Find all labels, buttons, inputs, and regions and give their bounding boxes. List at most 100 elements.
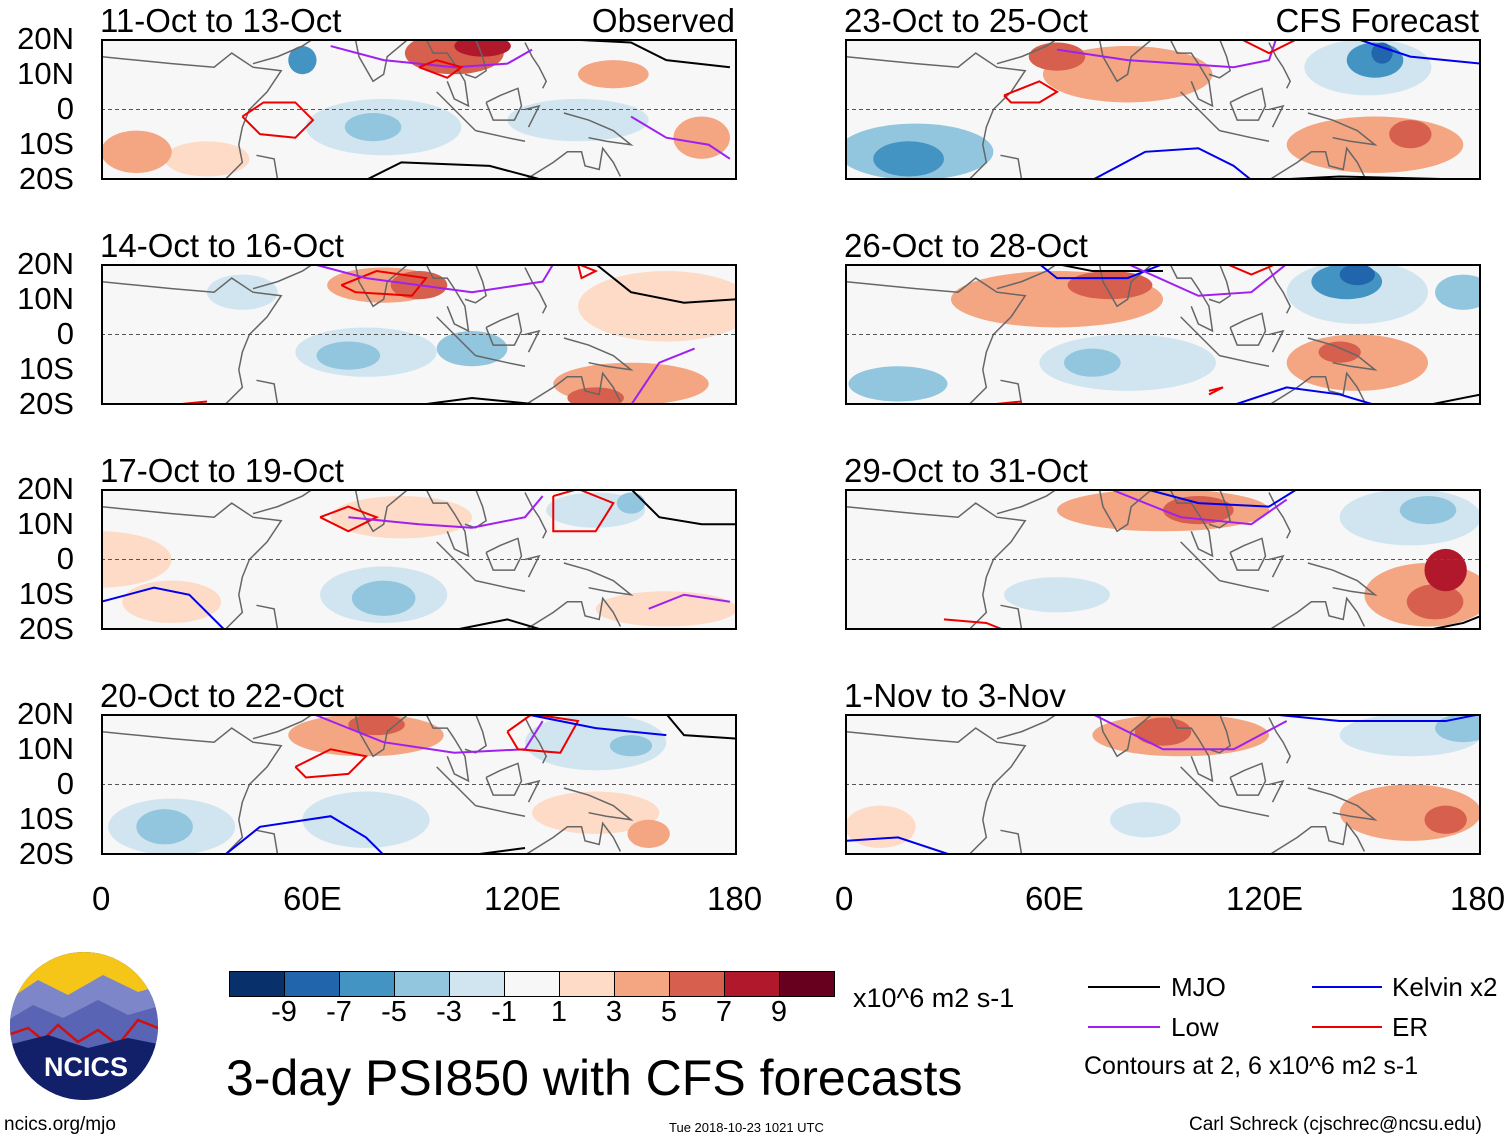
colorbar xyxy=(229,971,835,997)
lat-label: 20N xyxy=(17,471,74,506)
er-contour xyxy=(1208,386,1224,396)
low-contour xyxy=(348,495,544,529)
kelvin-contour xyxy=(1145,489,1298,508)
coastline xyxy=(1085,714,1153,758)
map-panel xyxy=(845,39,1481,180)
coastline xyxy=(464,489,487,529)
positive-anomaly xyxy=(1406,584,1464,620)
coastline xyxy=(524,492,548,539)
coastline xyxy=(1208,264,1231,304)
coastline xyxy=(1169,264,1214,333)
coastline xyxy=(252,39,314,65)
panel-title: 29-Oct to 31-Oct xyxy=(844,452,1088,489)
colorbar-tick-label: -9 xyxy=(271,996,297,1028)
low-contour xyxy=(312,264,555,294)
positive-anomaly xyxy=(627,819,670,848)
low-contour xyxy=(630,347,695,405)
lon-label-right-120e: 120E xyxy=(1226,880,1304,917)
legend-mjo-label: MJO xyxy=(1171,972,1226,1002)
positive-anomaly xyxy=(348,714,405,736)
colorbar-tick-label: 1 xyxy=(550,996,568,1028)
footer-timestamp: Tue 2018-10-23 1021 UTC xyxy=(669,1120,824,1135)
coastline xyxy=(485,87,523,121)
lat-label: 0 xyxy=(56,316,74,351)
low-contour xyxy=(648,593,731,610)
coastline xyxy=(1169,489,1214,558)
coastline xyxy=(341,714,409,758)
negative-anomaly xyxy=(302,791,430,848)
coastline xyxy=(436,766,477,807)
coastline xyxy=(845,52,1027,180)
coastline xyxy=(563,112,634,146)
coastline xyxy=(1219,129,1270,142)
panel-title: 26-Oct to 28-Oct xyxy=(844,227,1088,264)
colorbar-swatch xyxy=(339,972,394,996)
coastline xyxy=(524,267,548,314)
negative-anomaly xyxy=(207,39,278,57)
lat-label: 10S xyxy=(18,801,74,836)
negative-anomaly xyxy=(1110,802,1181,838)
mjo-contour xyxy=(365,161,543,180)
coastline xyxy=(845,502,1027,630)
colorbar-tick-label: -3 xyxy=(436,996,462,1028)
low-contour xyxy=(1056,39,1278,69)
coastline xyxy=(1000,604,1023,630)
colorbar-swatch xyxy=(724,972,779,996)
negative-anomaly xyxy=(1039,334,1216,391)
colorbar-tick-label: 5 xyxy=(660,996,678,1028)
positive-anomaly xyxy=(578,60,649,89)
positive-anomaly xyxy=(1134,717,1192,746)
lat-label: 10N xyxy=(17,281,74,316)
coastline xyxy=(996,489,1058,515)
negative-anomaly xyxy=(436,330,508,367)
colorbar-tick-label: -1 xyxy=(491,996,517,1028)
colorbar-swatch xyxy=(230,972,284,996)
negative-anomaly xyxy=(344,113,402,142)
lat-label: 10N xyxy=(17,506,74,541)
coastline xyxy=(1229,537,1267,571)
kelvin-contour xyxy=(1091,147,1252,180)
lon-label-left-0: 0 xyxy=(92,880,111,917)
map-panel xyxy=(101,714,737,855)
negative-anomaly xyxy=(316,341,381,370)
legend-low-label: Low xyxy=(1171,1012,1219,1042)
mjo-contour xyxy=(595,264,737,304)
mjo-contour xyxy=(1427,614,1481,630)
map-panel xyxy=(845,264,1481,405)
positive-anomaly xyxy=(1286,334,1428,391)
coastline xyxy=(256,829,279,855)
coastline xyxy=(1208,489,1231,529)
low-contour xyxy=(1127,264,1288,297)
legend-mjo-line xyxy=(1088,986,1160,988)
colorbar-swatch xyxy=(449,972,504,996)
negative-anomaly xyxy=(848,366,948,402)
positive-anomaly xyxy=(532,791,660,834)
coastline xyxy=(436,316,477,357)
colorbar-swatch xyxy=(779,972,834,996)
coastline xyxy=(845,727,1027,855)
coastline xyxy=(101,502,283,630)
mjo-contour xyxy=(1427,393,1481,405)
positive-anomaly xyxy=(122,580,222,623)
negative-anomaly xyxy=(1371,42,1393,64)
low-contour xyxy=(1109,489,1288,526)
colorbar-swatch xyxy=(559,972,614,996)
colorbar-swatch xyxy=(394,972,449,996)
panel-title: 23-Oct to 25-Oct xyxy=(844,2,1088,39)
lat-label: 20S xyxy=(18,386,74,421)
kelvin-contour xyxy=(1233,386,1376,405)
mjo-contour xyxy=(1056,264,1163,273)
coastline xyxy=(524,596,622,630)
coastline xyxy=(256,379,279,405)
coastline xyxy=(524,371,622,405)
mjo-contour xyxy=(630,489,737,526)
coastline xyxy=(464,39,487,79)
colorbar-swatch xyxy=(614,972,669,996)
coastline xyxy=(1268,42,1292,89)
footer-url[interactable]: ncics.org/mjo xyxy=(4,1114,116,1135)
coastline xyxy=(101,277,283,405)
panel-tag: Observed xyxy=(591,2,735,39)
coastline xyxy=(1307,562,1378,596)
coastline xyxy=(101,52,283,180)
